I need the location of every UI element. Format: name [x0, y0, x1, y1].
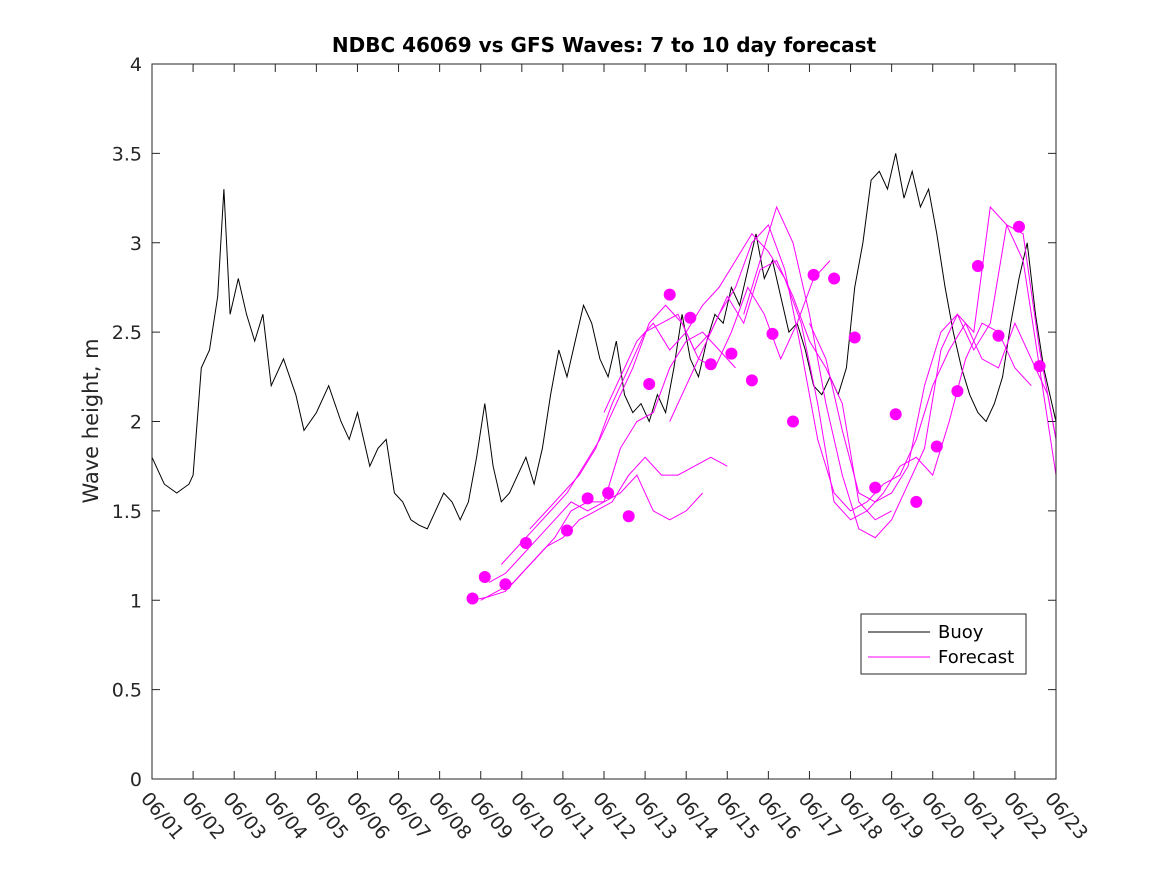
- forecast-marker: [1013, 220, 1025, 233]
- forecast-marker: [745, 374, 758, 387]
- forecast-marker: [561, 524, 573, 537]
- forecast-marker: [581, 492, 594, 505]
- forecast-marker: [910, 495, 923, 508]
- y-axis-label: Wave height, m: [79, 338, 103, 503]
- forecast-marker-layer: [466, 220, 1046, 605]
- forecast-marker: [766, 327, 779, 340]
- legend-buoy-label: Buoy: [938, 622, 984, 643]
- chart-title: NDBC 46069 vs GFS Waves: 7 to 10 day for…: [332, 33, 877, 57]
- forecast-marker: [725, 347, 738, 360]
- forecast-marker: [971, 260, 984, 272]
- forecast-series-line: [669, 223, 1057, 512]
- buoy-series-layer: [151, 153, 1057, 530]
- forecast-marker: [1033, 360, 1046, 373]
- forecast-marker: [992, 329, 1005, 342]
- y-tick-label: 2.5: [112, 322, 142, 344]
- forecast-marker: [848, 331, 861, 344]
- forecast-marker: [807, 268, 820, 281]
- forecast-marker: [787, 415, 799, 428]
- forecast-marker: [602, 487, 615, 499]
- y-tick-label: 2: [130, 412, 142, 434]
- forecast-marker: [622, 510, 635, 523]
- forecast-marker: [930, 440, 943, 453]
- forecast-marker: [684, 311, 697, 324]
- forecast-marker: [466, 592, 479, 605]
- forecast-series-line: [743, 205, 1057, 539]
- forecast-marker: [663, 288, 676, 301]
- forecast-series-line: [603, 232, 1032, 521]
- forecast-marker: [704, 358, 717, 371]
- y-tick-label: 3.5: [112, 143, 142, 165]
- legend: Buoy Forecast: [860, 613, 1027, 675]
- y-tick-label: 0: [130, 769, 142, 791]
- forecast-marker: [869, 481, 882, 494]
- forecast-marker: [951, 385, 964, 398]
- forecast-marker: [478, 571, 491, 583]
- y-tick-label: 0.5: [112, 680, 142, 702]
- y-tick-label: 3: [130, 233, 142, 255]
- buoy-series-line: [151, 153, 1057, 530]
- forecast-marker: [643, 378, 656, 390]
- forecast-marker: [828, 272, 841, 285]
- legend-forecast-label: Forecast: [938, 647, 1014, 668]
- y-axis-ticks: 0 0.5 1 1.5 2 2.5 3 3.5 4: [112, 54, 1056, 791]
- forecast-series-line: [480, 456, 728, 601]
- y-tick-label: 1: [130, 590, 142, 612]
- forecast-marker: [499, 578, 512, 591]
- y-tick-label: 4: [130, 54, 142, 76]
- y-tick-label: 1.5: [112, 501, 142, 523]
- forecast-marker: [889, 408, 902, 421]
- forecast-marker: [519, 537, 532, 549]
- legend-box: [860, 613, 1027, 675]
- forecast-series-line: [500, 260, 831, 565]
